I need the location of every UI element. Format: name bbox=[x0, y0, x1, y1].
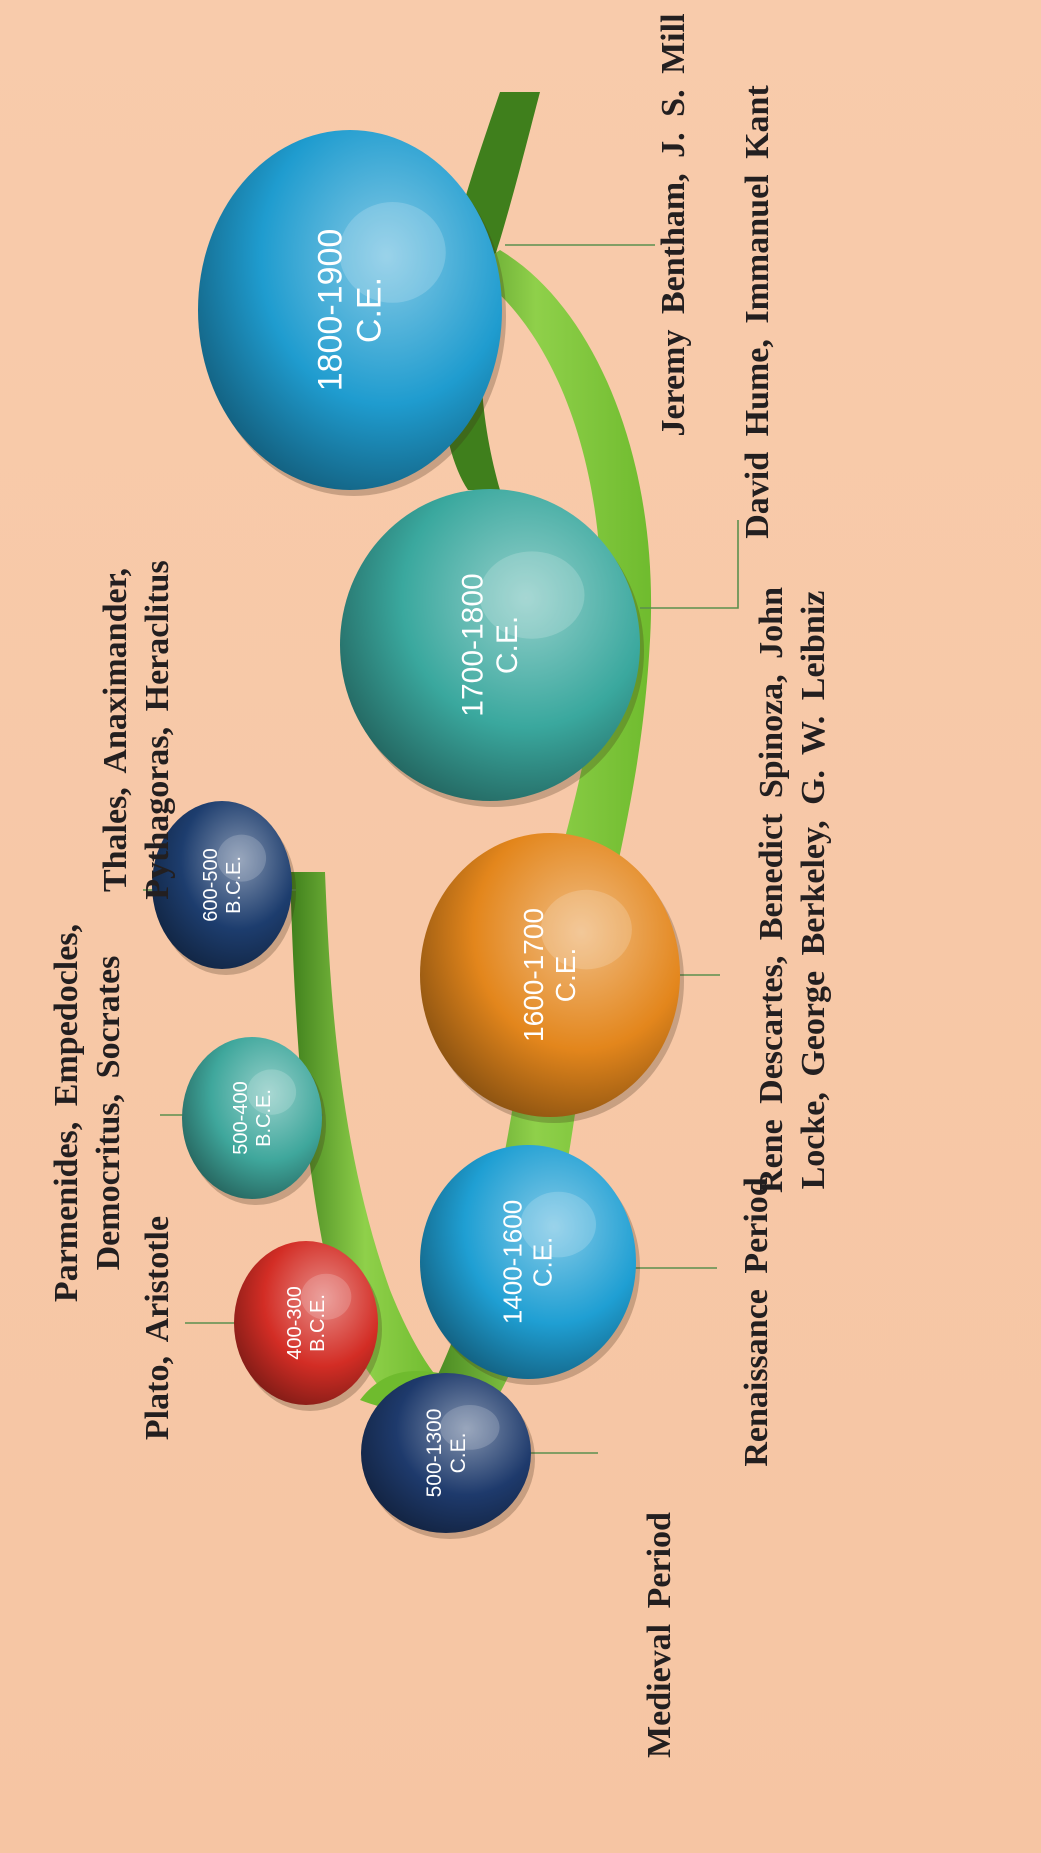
bubble-era: B.C.E. bbox=[223, 856, 245, 914]
bubble-highlight bbox=[479, 551, 585, 639]
bubble-sphere bbox=[198, 130, 502, 490]
bubble-sphere bbox=[420, 1145, 636, 1379]
bubble-sphere bbox=[340, 489, 640, 801]
connector-line-p1700ce bbox=[640, 520, 739, 609]
bubble-highlight bbox=[339, 202, 446, 303]
bubble-date-label: 400-300B.C.E. bbox=[284, 1286, 329, 1359]
bubble-date-label: 1800-1900C.E. bbox=[312, 229, 389, 392]
bubble-sphere bbox=[234, 1241, 378, 1405]
bubble-era: B.C.E. bbox=[307, 1294, 329, 1352]
bubble-highlight bbox=[520, 1191, 597, 1258]
bubble-p1400ce: 1400-1600C.E. bbox=[420, 1145, 640, 1385]
bubble-era: C.E. bbox=[491, 616, 524, 674]
label-400-300-bce: Plato, Aristotle bbox=[139, 1215, 176, 1441]
bubble-p400bce: 400-300B.C.E. bbox=[234, 1241, 382, 1411]
label-1400-1600-ce: Renaissance Period bbox=[738, 1177, 775, 1467]
bubble-highlight bbox=[247, 1069, 297, 1115]
bubble-range: 400-300 bbox=[284, 1286, 306, 1359]
bubble-date-label: 1600-1700C.E. bbox=[518, 908, 581, 1042]
bubble-p1600ce: 1600-1700C.E. bbox=[420, 833, 684, 1123]
bubble-highlight bbox=[300, 1273, 352, 1320]
bubble-p1700ce: 1700-1800C.E. bbox=[340, 489, 644, 807]
bubble-p500ce: 500-1300C.E. bbox=[361, 1373, 535, 1539]
bubble-date-label: 1700-1800C.E. bbox=[457, 573, 525, 716]
bubble-date-label: 500-400B.C.E. bbox=[230, 1081, 275, 1154]
bubble-p600bce: 600-500B.C.E. bbox=[152, 801, 296, 975]
bubble-range: 1400-1600 bbox=[498, 1200, 528, 1324]
bubble-highlight bbox=[540, 889, 632, 970]
label-1700-1800-ce: David Hume, Immanuel Kant bbox=[739, 85, 776, 539]
bubble-era: C.E. bbox=[550, 948, 581, 1002]
bubble-sphere bbox=[420, 833, 680, 1117]
label-600-500-bce: Thales, Anaximander, Pythagoras, Heracli… bbox=[97, 560, 176, 900]
bubble-sphere bbox=[361, 1373, 531, 1533]
bubble-range: 500-400 bbox=[230, 1081, 252, 1154]
bubble-range: 1800-1900 bbox=[312, 229, 350, 392]
bubble-era: C.E. bbox=[527, 1237, 557, 1288]
bubble-range: 1600-1700 bbox=[518, 908, 549, 1042]
bubble-era: C.E. bbox=[351, 277, 389, 343]
bubble-date-label: 600-500B.C.E. bbox=[200, 848, 245, 921]
bubble-range: 600-500 bbox=[200, 848, 222, 921]
label-500-1300-ce: Medieval Period bbox=[641, 1512, 678, 1758]
bubble-sphere bbox=[182, 1037, 322, 1199]
bubble-p500bce: 500-400B.C.E. bbox=[182, 1037, 326, 1205]
label-1600-1700-ce: Rene Descartes, Benedict Spinoza, John L… bbox=[753, 587, 832, 1193]
bubble-date-label: 500-1300C.E. bbox=[423, 1409, 470, 1498]
bubble-p1800ce: 1800-1900C.E. bbox=[198, 130, 506, 496]
bubble-era: B.C.E. bbox=[253, 1089, 275, 1147]
bubble-era: C.E. bbox=[447, 1433, 470, 1474]
bubble-date-label: 1400-1600C.E. bbox=[498, 1200, 558, 1324]
bubble-highlight bbox=[217, 834, 267, 882]
bubble-range: 1700-1800 bbox=[457, 573, 490, 716]
bubble-sphere bbox=[152, 801, 292, 969]
label-1800-1900-ce: Jeremy Bentham, J. S. Mill bbox=[655, 13, 692, 437]
label-500-400-bce: Parmenides, Empedocles, Democritus, Socr… bbox=[48, 923, 127, 1303]
bubble-range: 500-1300 bbox=[423, 1409, 446, 1498]
bubble-highlight bbox=[440, 1405, 500, 1450]
ribbon-left-segment bbox=[290, 872, 440, 1410]
